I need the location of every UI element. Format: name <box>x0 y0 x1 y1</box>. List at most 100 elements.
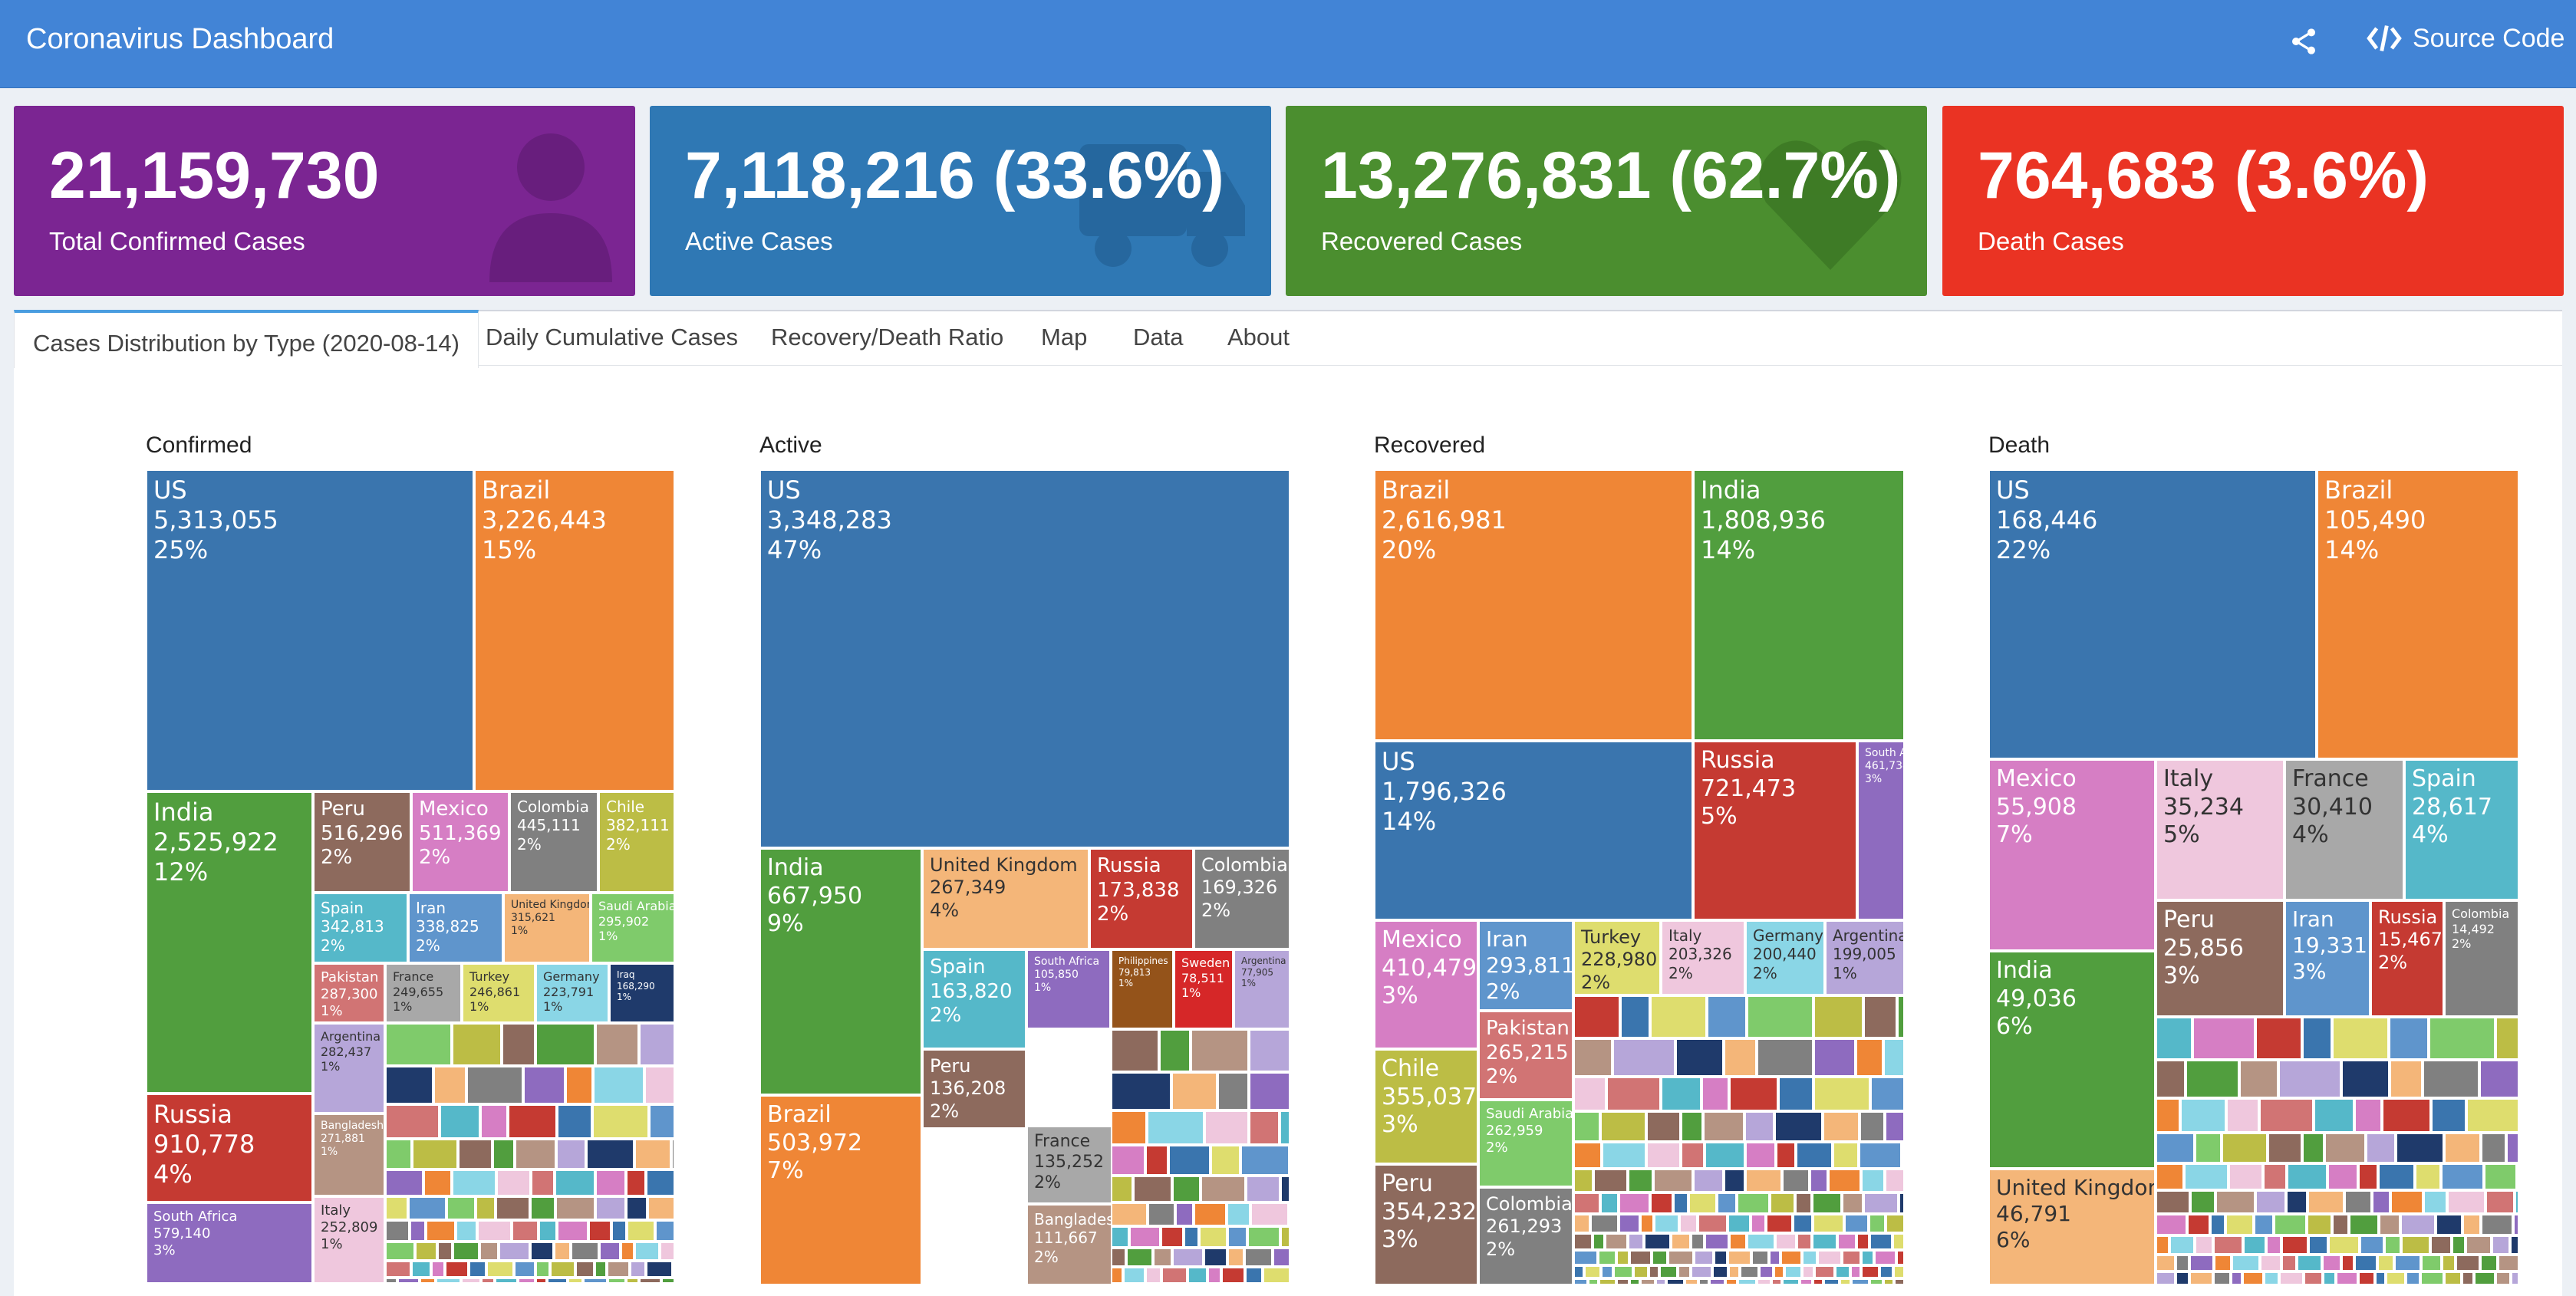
treemap-cell-small[interactable] <box>1813 1077 1870 1111</box>
treemap-cell[interactable]: US 3,348,283 47% <box>759 469 1290 848</box>
treemap-cell-small[interactable] <box>1111 1248 1126 1267</box>
treemap-cell-small[interactable] <box>655 1220 675 1242</box>
treemap-cell-small[interactable] <box>1812 1192 1842 1214</box>
treemap-cell-small[interactable] <box>1640 1214 1654 1233</box>
treemap-cell-small[interactable] <box>408 1196 446 1220</box>
treemap-cell-small[interactable] <box>2354 1255 2377 1271</box>
treemap-cell-small[interactable] <box>2156 1235 2169 1255</box>
treemap-cell-small[interactable] <box>2187 1214 2210 1235</box>
treemap-cell-small[interactable] <box>486 1261 514 1278</box>
treemap-cell-small[interactable] <box>1751 1250 1769 1265</box>
treemap-cell-small[interactable] <box>557 1220 588 1242</box>
treemap-cell-small[interactable] <box>2156 1098 2180 1133</box>
treemap-cell-small[interactable] <box>481 1278 495 1284</box>
treemap-cell-small[interactable] <box>2297 1255 2322 1271</box>
treemap-cell-small[interactable] <box>661 1278 675 1284</box>
treemap-cell-small[interactable] <box>2495 1017 2519 1060</box>
treemap-cell-small[interactable] <box>2481 1133 2506 1163</box>
treemap-cell-small[interactable] <box>639 1023 675 1066</box>
treemap-cell[interactable]: Spain 163,820 2% <box>922 949 1026 1049</box>
treemap-cell-small[interactable] <box>452 1169 496 1196</box>
treemap-cell-small[interactable] <box>1675 1038 1724 1077</box>
treemap-cell-small[interactable] <box>2307 1214 2332 1235</box>
treemap-cell-small[interactable] <box>2156 1214 2187 1235</box>
treemap-cell-small[interactable] <box>1227 1248 1244 1267</box>
treemap-cell-small[interactable] <box>1573 1250 1598 1265</box>
treemap-cell-small[interactable] <box>2506 1133 2519 1163</box>
treemap-cell-small[interactable] <box>2495 1271 2511 1285</box>
treemap-cell-small[interactable] <box>2232 1255 2260 1271</box>
treemap-cell-small[interactable] <box>2474 1271 2495 1285</box>
treemap-cell-small[interactable] <box>1573 1233 1593 1250</box>
treemap-cell-small[interactable] <box>1886 1214 1905 1233</box>
treemap-cell-small[interactable] <box>515 1139 556 1169</box>
treemap-cell-small[interactable] <box>531 1169 555 1196</box>
treemap-cell-small[interactable] <box>2481 1214 2513 1235</box>
treemap-cell-small[interactable] <box>1188 1267 1207 1284</box>
treemap-cell-small[interactable] <box>1613 1265 1633 1278</box>
treemap-cell-small[interactable] <box>646 1261 673 1278</box>
treemap-cell-small[interactable] <box>1694 1250 1714 1265</box>
treemap-cell-small[interactable] <box>2423 1060 2479 1098</box>
treemap-cell-small[interactable] <box>2349 1214 2379 1235</box>
treemap-cell-small[interactable] <box>2447 1190 2485 1214</box>
treemap-cell-small[interactable] <box>1600 1192 1619 1214</box>
treemap-cell-small[interactable] <box>1688 1192 1717 1214</box>
treemap-cell-small[interactable] <box>1863 995 1897 1038</box>
treemap-cell-small[interactable] <box>2186 1060 2239 1098</box>
treemap-cell-small[interactable] <box>1191 1029 1249 1072</box>
treemap-cell-small[interactable] <box>1659 1265 1678 1278</box>
treemap-cell-small[interactable] <box>1227 1202 1250 1226</box>
treemap-cell-small[interactable] <box>385 1196 408 1220</box>
treemap-cell-small[interactable] <box>2485 1190 2515 1214</box>
treemap-cell-small[interactable] <box>2390 1060 2423 1098</box>
treemap-cell-small[interactable] <box>2431 1098 2466 1133</box>
treemap-cell-small[interactable] <box>1650 995 1707 1038</box>
treemap-cell-small[interactable] <box>1709 1278 1725 1285</box>
treemap-cell[interactable]: Colombia 169,326 2% <box>1194 848 1290 949</box>
treemap-cell-small[interactable] <box>1573 1265 1584 1278</box>
treemap-cell-small[interactable] <box>1782 1278 1800 1285</box>
treemap-cell-small[interactable] <box>502 1023 535 1066</box>
treemap-cell-small[interactable] <box>2332 1017 2389 1060</box>
treemap-cell-small[interactable] <box>1161 1226 1184 1248</box>
treemap-cell[interactable]: Russia 15,467 2% <box>2370 900 2444 1017</box>
treemap-cell-small[interactable] <box>571 1242 599 1261</box>
treemap-cell-small[interactable] <box>385 1066 433 1104</box>
treemap-cell-small[interactable] <box>1810 1169 1828 1192</box>
treemap-cell-small[interactable] <box>1870 1077 1905 1111</box>
treemap-cell[interactable]: France 249,655 1% <box>385 963 462 1023</box>
treemap-cell-small[interactable] <box>426 1220 456 1242</box>
treemap-cell-small[interactable] <box>1883 1278 1894 1285</box>
treemap-cell-small[interactable] <box>2231 1271 2242 1285</box>
treemap-cell-small[interactable] <box>2156 1060 2186 1098</box>
treemap-cell-small[interactable] <box>2415 1163 2441 1190</box>
treemap-cell-small[interactable] <box>2279 1271 2304 1285</box>
treemap-cell[interactable]: US 5,313,055 25% <box>146 469 474 791</box>
treemap-cell-small[interactable] <box>2372 1190 2390 1214</box>
treemap-cell-small[interactable] <box>1172 1248 1204 1267</box>
treemap-cell-small[interactable] <box>1679 1214 1698 1233</box>
treemap-cell-small[interactable] <box>445 1261 469 1278</box>
treemap-cell-small[interactable] <box>1828 1169 1861 1192</box>
treemap-cell-small[interactable] <box>1774 1111 1823 1142</box>
treemap-cell-small[interactable] <box>1856 1038 1883 1077</box>
treemap-cell-small[interactable] <box>496 1169 531 1196</box>
treemap-cell-small[interactable] <box>1111 1029 1159 1072</box>
treemap-cell-small[interactable] <box>508 1104 557 1139</box>
treemap-cell[interactable]: Chile 382,111 2% <box>598 791 675 893</box>
treemap-cell-small[interactable] <box>1111 1145 1145 1176</box>
treemap-cell-small[interactable] <box>1601 1265 1613 1278</box>
treemap-cell-small[interactable] <box>1148 1202 1175 1226</box>
treemap-cell-small[interactable] <box>2366 1133 2396 1163</box>
treemap-cell-small[interactable] <box>2176 1255 2189 1271</box>
treemap-cell[interactable]: Brazil 503,972 7% <box>759 1095 922 1285</box>
treemap-cell-small[interactable] <box>1813 995 1863 1038</box>
treemap-cell-small[interactable] <box>1668 1250 1694 1265</box>
treemap-cell-small[interactable] <box>1599 1278 1616 1285</box>
treemap-cell-small[interactable] <box>1725 1278 1738 1285</box>
treemap-cell-small[interactable] <box>1778 1077 1813 1111</box>
treemap-cell-small[interactable] <box>1619 1192 1650 1214</box>
treemap-cell-small[interactable] <box>1619 1214 1640 1233</box>
treemap-cell-small[interactable] <box>1817 1250 1842 1265</box>
